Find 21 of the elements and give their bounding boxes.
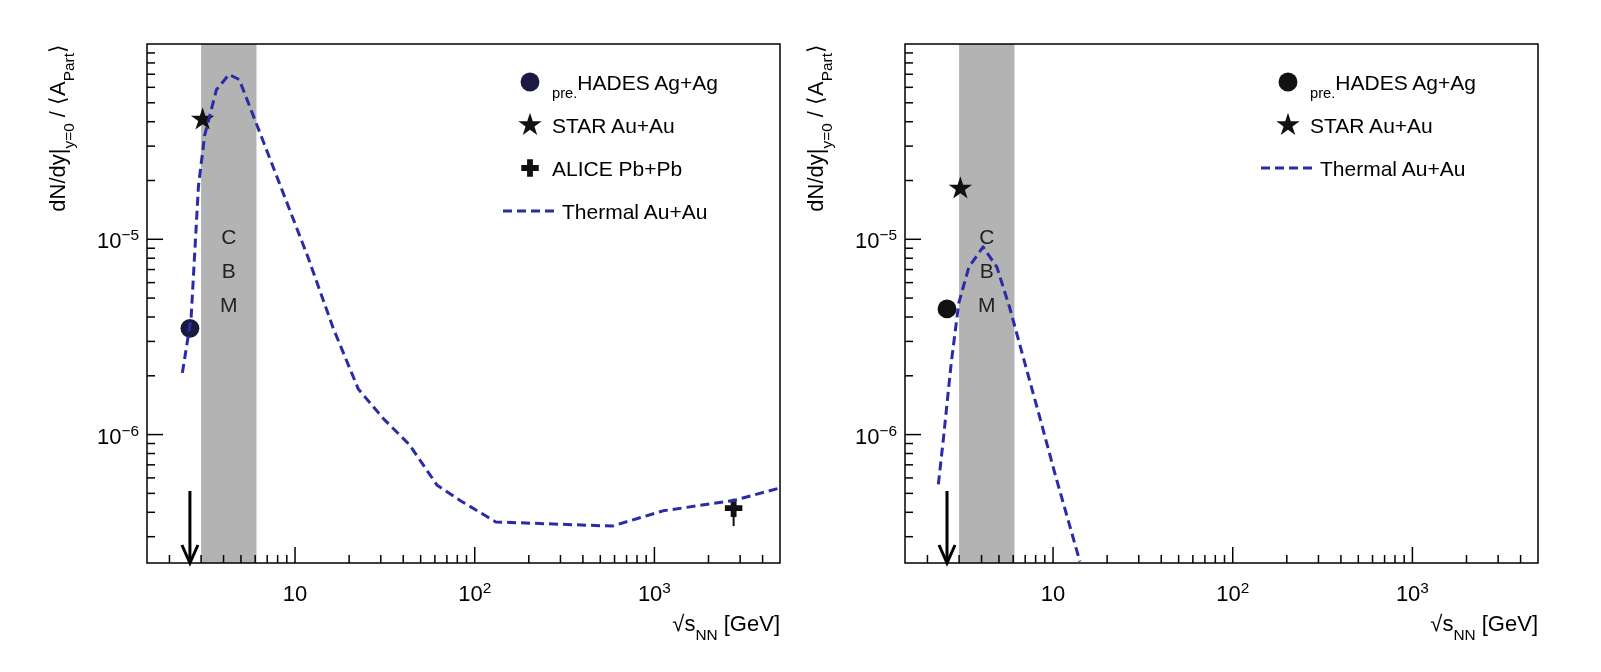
y-tick-label: 10$^{−6}$: [96, 421, 139, 449]
legend-label: ALICE Pb+Pb: [552, 157, 683, 180]
y-tick-label: 10$^{−6}$: [854, 421, 897, 449]
x-tick-label: 10: [282, 581, 308, 606]
x-axis-title: √s$_{NN}$ [GeV]: [672, 611, 780, 643]
legend-label: STAR Au+Au: [1310, 114, 1433, 137]
legend-label: STAR Au+Au: [552, 114, 675, 137]
y-tick-label: 10$^{−5}$: [96, 225, 139, 254]
legend-label: Thermal Au+Au: [1320, 157, 1466, 180]
x-tick-label: 10$^{3}$: [1395, 578, 1429, 606]
x-axis-title: √s$_{NN}$ [GeV]: [1430, 611, 1538, 643]
legend-label: Thermal Au+Au: [562, 200, 708, 223]
y-tick-label: 10$^{−5}$: [854, 225, 897, 254]
legend-label: $_{pre.}$HADES Ag+Ag: [552, 71, 718, 101]
x-tick-label: 10$^{3}$: [637, 578, 671, 606]
band-label: CBM: [220, 225, 238, 316]
x-tick-label: 10$^{2}$: [458, 578, 492, 606]
legend-label: $_{pre.}$HADES Ag+Ag: [1310, 71, 1476, 101]
band-label: CBM: [978, 225, 996, 316]
x-tick-label: 10: [1040, 581, 1066, 606]
x-tick-label: 10$^{2}$: [1216, 578, 1250, 606]
